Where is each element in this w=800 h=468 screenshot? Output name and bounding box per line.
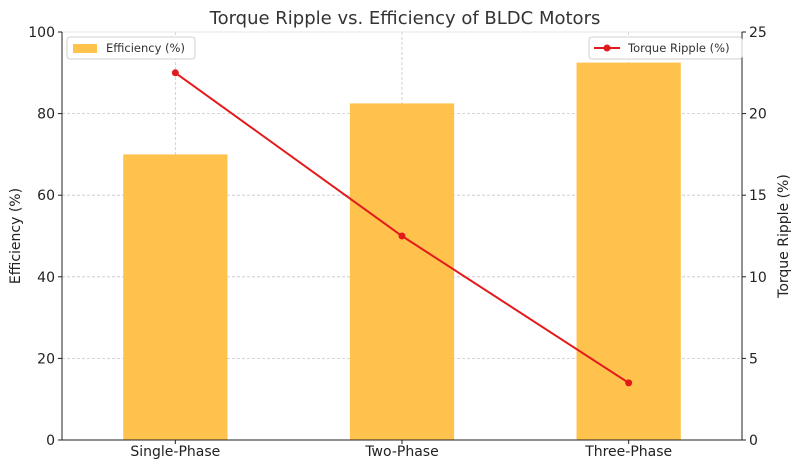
left-tick-label-3: 60 xyxy=(37,188,55,204)
right-axis-label: Torque Ripple (%) xyxy=(776,174,792,299)
right-tick-label-4: 20 xyxy=(749,107,767,123)
legend-efficiency-frame xyxy=(66,36,196,60)
x-tick-label-2: Three-Phase xyxy=(584,444,672,460)
right-tick-label-0: 0 xyxy=(749,433,758,449)
legend-efficiency-swatch xyxy=(73,44,97,53)
right-axis-ticks: 0 5 10 15 20 25 xyxy=(742,25,767,449)
torque-ripple-point-2 xyxy=(625,379,633,387)
left-tick-label-0: 0 xyxy=(46,433,55,449)
right-tick-label-1: 5 xyxy=(749,351,758,367)
chart-title: Torque Ripple vs. Efficiency of BLDC Mot… xyxy=(209,8,601,29)
left-axis-label: Efficiency (%) xyxy=(8,188,24,284)
left-tick-label-1: 20 xyxy=(37,351,55,367)
legend-torque-ripple-marker xyxy=(603,44,611,52)
left-tick-label-2: 40 xyxy=(37,270,55,286)
x-axis-ticks: Single-Phase Two-Phase Three-Phase xyxy=(130,440,672,460)
left-axis-ticks: 0 20 40 60 80 100 xyxy=(28,25,62,449)
left-tick-label-5: 100 xyxy=(28,25,55,41)
legend-torque-ripple: Torque Ripple (%) xyxy=(588,36,743,60)
right-tick-label-2: 10 xyxy=(749,270,767,286)
efficiency-bar-0 xyxy=(123,154,228,440)
legend-torque-ripple-frame xyxy=(588,36,743,60)
legend-efficiency: Efficiency (%) xyxy=(66,36,196,60)
right-tick-label-3: 15 xyxy=(749,188,767,204)
left-tick-label-4: 80 xyxy=(37,107,55,123)
x-tick-label-1: Two-Phase xyxy=(364,444,438,460)
torque-ripple-line xyxy=(171,69,633,387)
legend-torque-ripple-label: Torque Ripple (%) xyxy=(627,41,730,55)
efficiency-bars xyxy=(123,62,681,441)
efficiency-bar-1 xyxy=(349,103,455,441)
legend-efficiency-label: Efficiency (%) xyxy=(106,41,185,55)
x-tick-label-0: Single-Phase xyxy=(130,444,220,460)
torque-ripple-point-1 xyxy=(398,232,406,240)
right-tick-label-5: 25 xyxy=(749,25,767,41)
efficiency-bar-2 xyxy=(576,62,681,440)
torque-ripple-point-0 xyxy=(171,69,179,77)
